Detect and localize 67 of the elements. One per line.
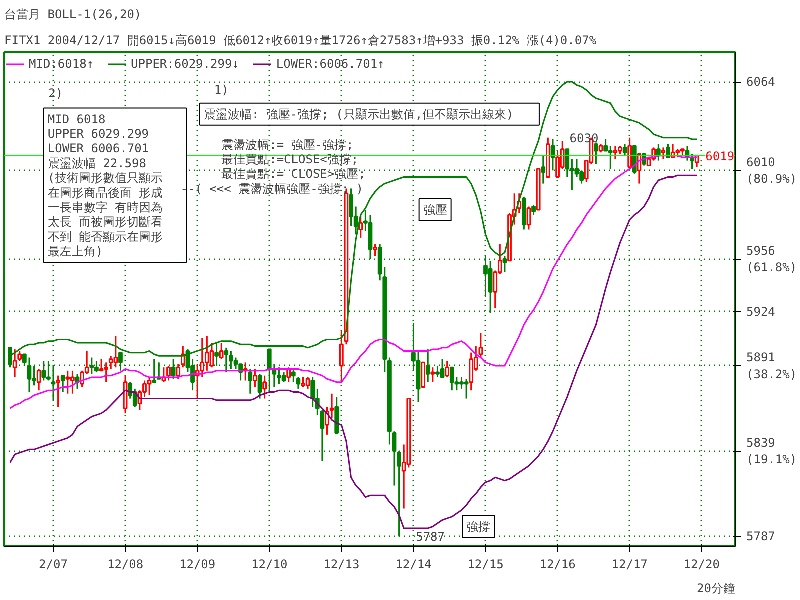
- candlestick: [258, 373, 262, 400]
- y-tick-label: 5839 (19.1%): [746, 436, 798, 467]
- y-tick-label: 5924: [746, 304, 776, 319]
- candlestick: [628, 137, 632, 168]
- candlestick: [502, 255, 508, 274]
- candlestick: [176, 364, 181, 380]
- candlestick: [166, 365, 171, 382]
- candlestick: [526, 206, 532, 230]
- x-tick-label: 12/14: [396, 558, 432, 572]
- annotation: 震盪波幅: 強壓-強撐; (只顯示出數值,但不顯示出線來): [204, 107, 514, 122]
- candlestick: [253, 368, 258, 388]
- candlestick: [330, 393, 334, 420]
- candlestick: [152, 358, 157, 384]
- legend-label: MID:6018↑: [29, 57, 94, 71]
- candlestick: [339, 330, 344, 382]
- candlestick: [248, 368, 253, 395]
- candlestick: [180, 346, 186, 368]
- candlestick: [541, 155, 546, 185]
- legend-label: UPPER:6029.299↓: [131, 57, 240, 71]
- candlestick: [622, 144, 628, 157]
- text: MID 6018 UPPER 6029.299 LOWER 6006.701 震盪波幅 22.598 (技術圖形數值只顯示在圖形商品後面 形成一長串數字 有時因為太長 而被圖形切斷看不到 能否顯示在圖形最左上角): [48, 112, 164, 259]
- chart-subtitle: FITX1 2004/12/17 開6015↓高6019 低6012↑收6019↑量1726↑倉27583↑增+933 振0.12% 漲(4)0.07%: [4, 34, 598, 48]
- candlestick: [594, 142, 598, 165]
- candlestick: [373, 244, 378, 257]
- chart-title: 台當月 BOLL-1(26,20): [4, 8, 142, 22]
- y-tick-label: 5787: [746, 530, 776, 544]
- text: 20分鐘: [697, 582, 736, 596]
- x-tick-label: 12/10: [252, 558, 288, 572]
- candlestick: [60, 375, 66, 393]
- candlestick: [262, 375, 268, 400]
- annotation: 強壓: [423, 203, 448, 218]
- candlestick: [430, 366, 436, 384]
- x-tick-label: 12/08: [107, 558, 144, 572]
- candlestick: [36, 368, 42, 392]
- annotation: 震盪波幅:= 強壓-強撐; 最佳買點:=CLOSE<強撐; 最佳賣點:= CLOSE>強壓;: [222, 138, 366, 182]
- ref-line-label: 6019: [706, 149, 735, 164]
- candlestick: [690, 154, 694, 170]
- candlestick: [426, 348, 430, 384]
- candlestick: [56, 375, 60, 408]
- candlestick: [325, 406, 330, 436]
- candlestick: [661, 146, 666, 160]
- candlestick: [320, 410, 325, 462]
- candlestick: [392, 430, 397, 487]
- candlestick: [171, 358, 176, 380]
- annotation: 1): [214, 83, 229, 98]
- candlestick: [445, 360, 450, 378]
- y-tick-label: 5956 (61.8%): [746, 244, 798, 275]
- annotation: 5787: [416, 530, 446, 544]
- x-tick-label: 12/20: [684, 558, 720, 572]
- annotation: 2): [48, 86, 64, 101]
- x-tick-label: 12/13: [324, 558, 360, 572]
- legend-label: LOWER:6006.701↑: [276, 57, 385, 71]
- candlestick: [666, 144, 670, 158]
- candlestick: [532, 204, 536, 216]
- y-tick-label: 5891 (38.2%): [746, 350, 798, 382]
- candlestick: [219, 342, 224, 360]
- candlestick: [478, 332, 484, 359]
- x-tick-label: 12/17: [612, 558, 648, 572]
- x-tick-label: 12/09: [180, 558, 216, 572]
- x-tick-label: 12/15: [468, 558, 504, 572]
- x-tick-label: 2/07: [39, 558, 68, 572]
- y-tick-label: 6010 (80.9%): [746, 155, 798, 186]
- annotation: 強撐: [466, 520, 491, 534]
- annotation: 6030: [570, 131, 599, 146]
- x-tick-label: 12/16: [540, 558, 576, 572]
- candlestick: [224, 347, 229, 374]
- y-tick-label: 6064: [746, 75, 776, 90]
